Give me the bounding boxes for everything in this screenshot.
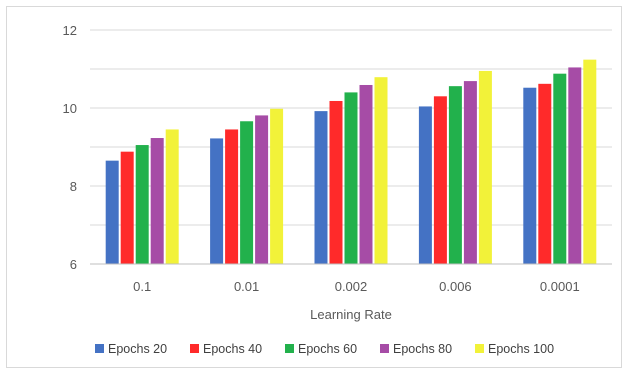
x-tick-label: 0.002 (335, 279, 368, 294)
legend-swatch (475, 344, 484, 353)
bar (553, 73, 567, 265)
bar (150, 138, 164, 264)
bar (120, 151, 134, 264)
y-tick-label: 12 (63, 23, 77, 38)
y-tick-label: 6 (70, 257, 77, 272)
bar (583, 59, 597, 264)
bar (523, 87, 537, 264)
legend-label: Epochs 80 (393, 342, 452, 356)
bar (538, 83, 552, 264)
legend-swatch (95, 344, 104, 353)
bar (270, 108, 284, 264)
y-tick-label: 10 (63, 101, 77, 116)
legend-label: Epochs 40 (203, 342, 262, 356)
bars (105, 59, 597, 265)
legend-label: Epochs 60 (298, 342, 357, 356)
bar (374, 77, 388, 264)
bar (463, 81, 477, 264)
bar (344, 92, 358, 265)
x-tick-label: 0.0001 (540, 279, 580, 294)
bar (478, 70, 492, 264)
x-tick-label: 0.01 (234, 279, 259, 294)
bar (359, 84, 373, 265)
legend: Epochs 20 Epochs 40 Epochs 60 Epochs 80 Epoc… (95, 342, 554, 356)
bar (165, 129, 179, 264)
bar (418, 106, 432, 264)
x-tick-label: 0.006 (439, 279, 472, 294)
legend-swatch (285, 344, 294, 353)
bar (105, 160, 119, 264)
bar (314, 111, 328, 265)
bar (225, 129, 239, 264)
y-axis-ticks: 6 8 10 12 (63, 23, 77, 272)
bar (135, 145, 149, 264)
bar (240, 121, 254, 264)
legend-label: Epochs 20 (108, 342, 167, 356)
x-axis-ticks: 0.1 0.01 0.002 0.006 0.0001 (133, 279, 580, 294)
bar (329, 100, 343, 264)
bar (210, 138, 224, 264)
x-axis-label: Learning Rate (310, 307, 392, 322)
y-tick-label: 8 (70, 179, 77, 194)
bar (448, 86, 462, 264)
x-tick-label: 0.1 (133, 279, 151, 294)
bar (255, 115, 269, 264)
bar (433, 96, 447, 264)
legend-swatch (190, 344, 199, 353)
bar (568, 67, 582, 264)
legend-swatch (380, 344, 389, 353)
legend-label: Epochs 100 (488, 342, 554, 356)
